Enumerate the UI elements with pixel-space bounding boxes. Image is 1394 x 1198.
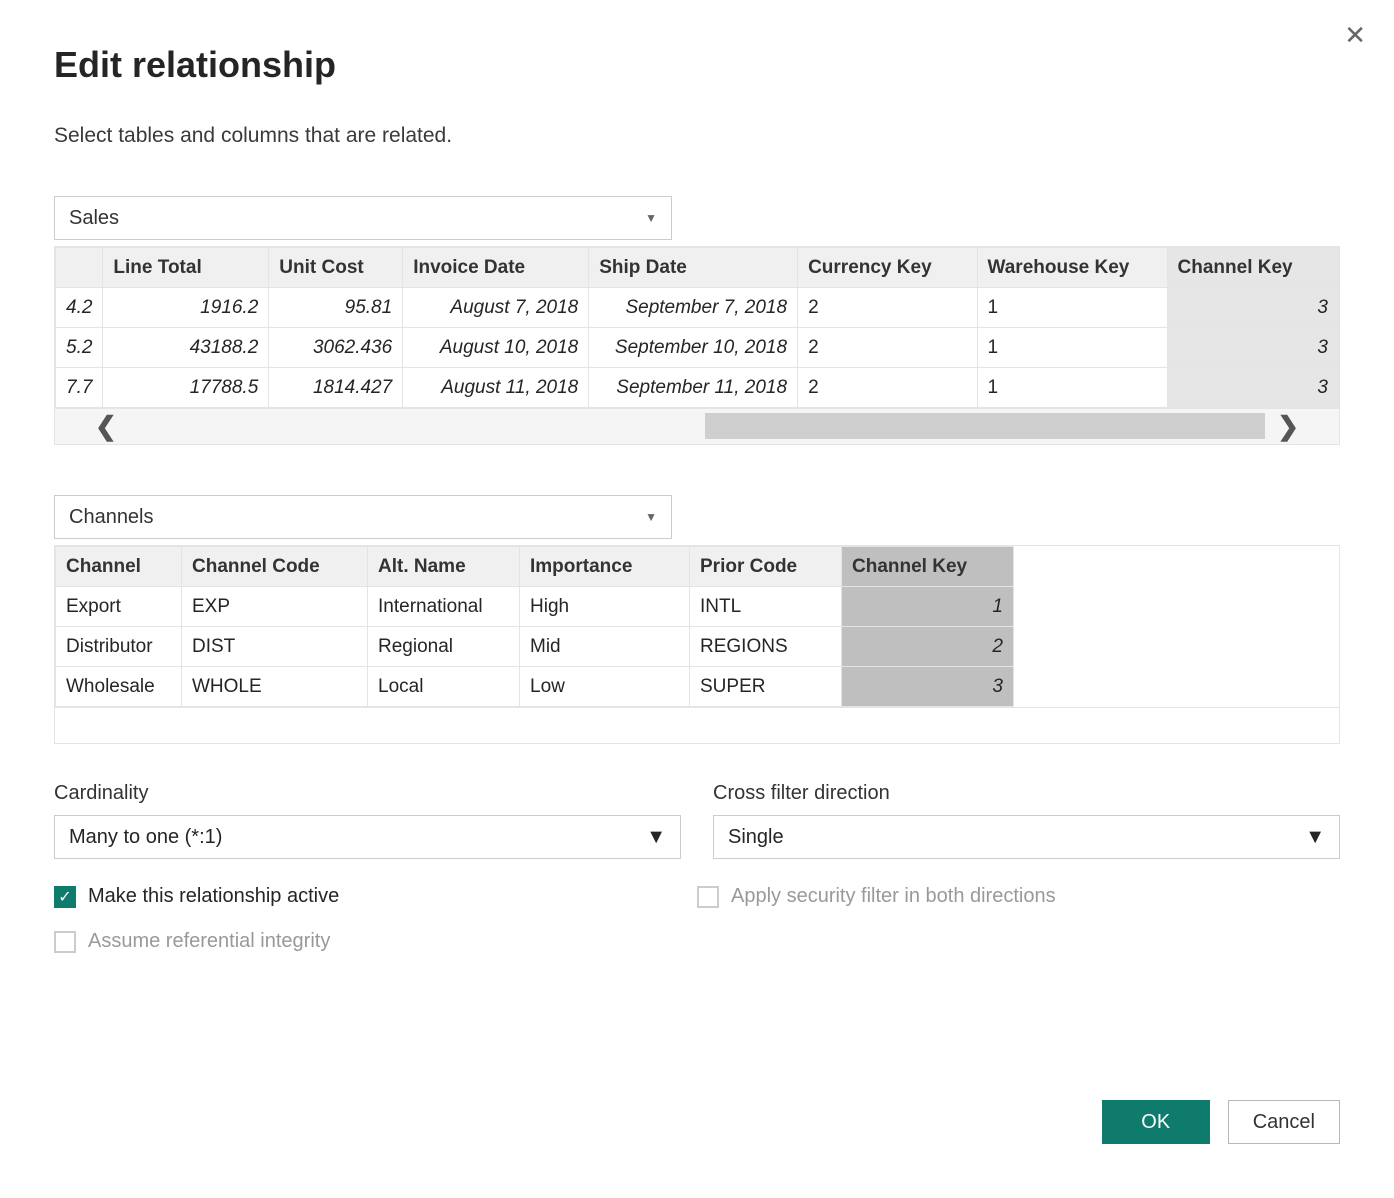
active-checkbox-label: Make this relationship active [88,885,339,908]
edit-relationship-dialog: ✕ Edit relationship Select tables and co… [0,0,1394,1198]
table1-header[interactable] [56,248,103,288]
table2-header[interactable]: Alt. Name [368,547,520,587]
table1-preview: Line TotalUnit CostInvoice DateShip Date… [54,246,1340,445]
table-row[interactable]: DistributorDISTRegionalMidREGIONS2 [56,627,1014,667]
table1-header[interactable]: Unit Cost [269,248,403,288]
crossfilter-label: Cross filter direction [713,782,1340,805]
security-checkbox-label: Apply security filter in both directions [731,885,1056,908]
table1-grid[interactable]: Line TotalUnit CostInvoice DateShip Date… [55,247,1339,408]
table-row[interactable]: 5.243188.23062.436August 10, 2018Septemb… [56,328,1339,368]
table2-header[interactable]: Channel Code [182,547,368,587]
table2-header[interactable]: Importance [520,547,690,587]
close-icon[interactable]: ✕ [1344,22,1366,48]
table2-grid[interactable]: ChannelChannel CodeAlt. NameImportancePr… [55,546,1014,707]
table-row[interactable]: 4.21916.295.81August 7, 2018September 7,… [56,288,1339,328]
table1-header[interactable]: Invoice Date [403,248,589,288]
chevron-right-icon[interactable]: ❯ [1277,411,1299,442]
table2-select[interactable]: Channels ▼ [54,495,672,539]
checkbox-empty-icon [697,886,719,908]
chevron-down-icon: ▼ [645,211,657,225]
table2-header[interactable]: Channel [56,547,182,587]
table1-select-value: Sales [69,207,119,230]
cancel-button[interactable]: Cancel [1228,1100,1340,1144]
crossfilter-value: Single [728,826,784,849]
referential-checkbox-row: Assume referential integrity [54,930,697,953]
scrollbar-thumb[interactable] [705,413,1265,439]
table1-header[interactable]: Ship Date [589,248,798,288]
cardinality-label: Cardinality [54,782,681,805]
active-checkbox-row[interactable]: ✓ Make this relationship active [54,885,697,908]
table1-header[interactable]: Currency Key [798,248,977,288]
ok-button[interactable]: OK [1102,1100,1210,1144]
checkbox-empty-icon [54,931,76,953]
checkbox-checked-icon[interactable]: ✓ [54,886,76,908]
referential-checkbox-label: Assume referential integrity [88,930,330,953]
table2-header[interactable]: Prior Code [690,547,842,587]
table1-header[interactable]: Warehouse Key [977,248,1167,288]
cardinality-value: Many to one (*:1) [69,826,222,849]
crossfilter-select[interactable]: Single ▼ [713,815,1340,859]
cardinality-select[interactable]: Many to one (*:1) ▼ [54,815,681,859]
security-checkbox-row: Apply security filter in both directions [697,885,1340,908]
table1-hscrollbar[interactable]: ❮ ❯ [55,408,1339,444]
table1-header[interactable]: Channel Key [1167,248,1338,288]
chevron-down-icon: ▼ [646,826,666,849]
table1-header[interactable]: Line Total [103,248,269,288]
dialog-footer: OK Cancel [1102,1100,1340,1144]
table2-select-value: Channels [69,506,154,529]
chevron-down-icon: ▼ [645,510,657,524]
table-row[interactable]: ExportEXPInternationalHighINTL1 [56,587,1014,627]
dialog-subtitle: Select tables and columns that are relat… [54,124,1340,148]
table1-select[interactable]: Sales ▼ [54,196,672,240]
chevron-left-icon[interactable]: ❮ [95,411,117,442]
table2-header[interactable]: Channel Key [842,547,1014,587]
table2-preview: ChannelChannel CodeAlt. NameImportancePr… [54,545,1340,744]
table-row[interactable]: WholesaleWHOLELocalLowSUPER3 [56,667,1014,707]
table-row[interactable]: 7.717788.51814.427August 11, 2018Septemb… [56,368,1339,408]
options-row: Cardinality Many to one (*:1) ▼ Cross fi… [54,782,1340,859]
chevron-down-icon: ▼ [1305,826,1325,849]
dialog-title: Edit relationship [54,44,1340,86]
checkbox-group: ✓ Make this relationship active Assume r… [54,885,1340,975]
